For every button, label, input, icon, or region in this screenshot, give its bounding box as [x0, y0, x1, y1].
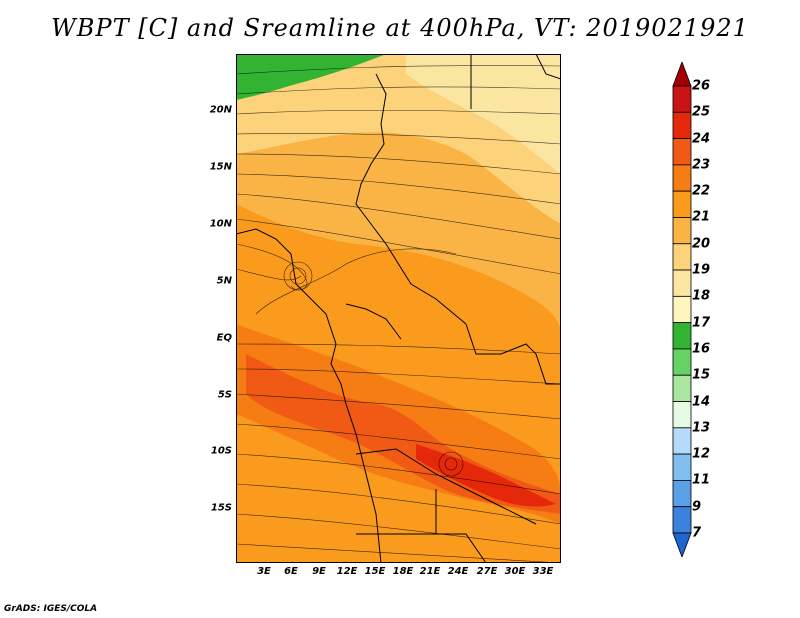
colorbar-label: 9 — [692, 499, 702, 515]
lon-label-30e: 30E — [504, 566, 526, 577]
colorbar-segment — [672, 322, 692, 350]
lon-label-15e: 15E — [364, 566, 386, 577]
colorbar-label: 11 — [692, 472, 711, 488]
lat-label-10n: 10N — [209, 218, 232, 230]
colorbar-segment — [672, 506, 692, 534]
colorbar-segment — [672, 401, 692, 429]
colorbar-segment — [672, 217, 692, 245]
lon-label-9e: 9E — [312, 566, 326, 577]
colorbar-segment — [672, 190, 692, 218]
grads-credit: GrADS: IGES/COLA — [4, 604, 98, 614]
lon-label-12e: 12E — [336, 566, 358, 577]
colorbar-label: 7 — [692, 525, 702, 541]
colorbar-label: 16 — [692, 341, 711, 357]
colorbar-top-triangle — [672, 62, 692, 87]
colorbar-label: 20 — [692, 236, 711, 252]
lon-label-3e: 3E — [257, 566, 271, 577]
colorbar-segment — [672, 138, 692, 166]
colorbar-segment — [672, 85, 692, 113]
lon-label-24e: 24E — [447, 566, 469, 577]
colorbar-label: 25 — [692, 104, 711, 120]
lat-label-5n: 5N — [216, 275, 232, 287]
colorbar-label: 13 — [692, 420, 711, 436]
lon-label-33e: 33E — [532, 566, 554, 577]
colorbar-segment — [672, 111, 692, 139]
wbpt-contour-17 — [236, 54, 386, 100]
colorbar-label: 18 — [692, 288, 711, 304]
colorbar-label: 15 — [692, 367, 711, 383]
colorbar-label: 14 — [692, 394, 711, 410]
colorbar — [672, 62, 692, 557]
colorbar-segment — [672, 243, 692, 271]
colorbar-segment — [672, 427, 692, 455]
country-borders — [236, 54, 561, 563]
colorbar-label: 24 — [692, 131, 711, 147]
lon-label-6e: 6E — [284, 566, 298, 577]
colorbar-segment — [672, 269, 692, 297]
colorbar-segment — [672, 480, 692, 508]
wbpt-contour-18 — [406, 54, 561, 174]
map-panel — [236, 54, 561, 563]
colorbar-segment — [672, 453, 692, 481]
lat-label-15n: 15N — [209, 161, 232, 173]
wbpt-contour-24 — [416, 444, 556, 507]
lat-label-15s: 15S — [210, 502, 232, 514]
colorbar-segment — [672, 348, 692, 376]
lat-label-eq: EQ — [216, 332, 232, 344]
colorbar-label: 22 — [692, 183, 711, 199]
lon-label-18e: 18E — [392, 566, 414, 577]
colorbar-bottom-triangle — [672, 532, 692, 557]
colorbar-label: 21 — [692, 209, 711, 225]
colorbar-label: 23 — [692, 157, 711, 173]
colorbar-segment — [672, 295, 692, 324]
map-frame — [236, 54, 561, 563]
map-title: WBPT [C] and Sreamline at 400hPa, VT: 20… — [51, 14, 749, 42]
colorbar-segment — [672, 374, 692, 402]
lon-label-21e: 21E — [419, 566, 441, 577]
colorbar-label: 26 — [692, 78, 711, 94]
streamlines — [236, 65, 561, 563]
colorbar-segment — [672, 164, 692, 192]
colorbar-label: 12 — [692, 446, 711, 462]
lat-label-10s: 10S — [210, 445, 232, 457]
lat-label-5s: 5S — [217, 389, 232, 401]
lon-label-27e: 27E — [476, 566, 498, 577]
lat-label-20n: 20N — [209, 104, 232, 116]
colorbar-label: 19 — [692, 262, 711, 278]
colorbar-label: 17 — [692, 315, 711, 331]
